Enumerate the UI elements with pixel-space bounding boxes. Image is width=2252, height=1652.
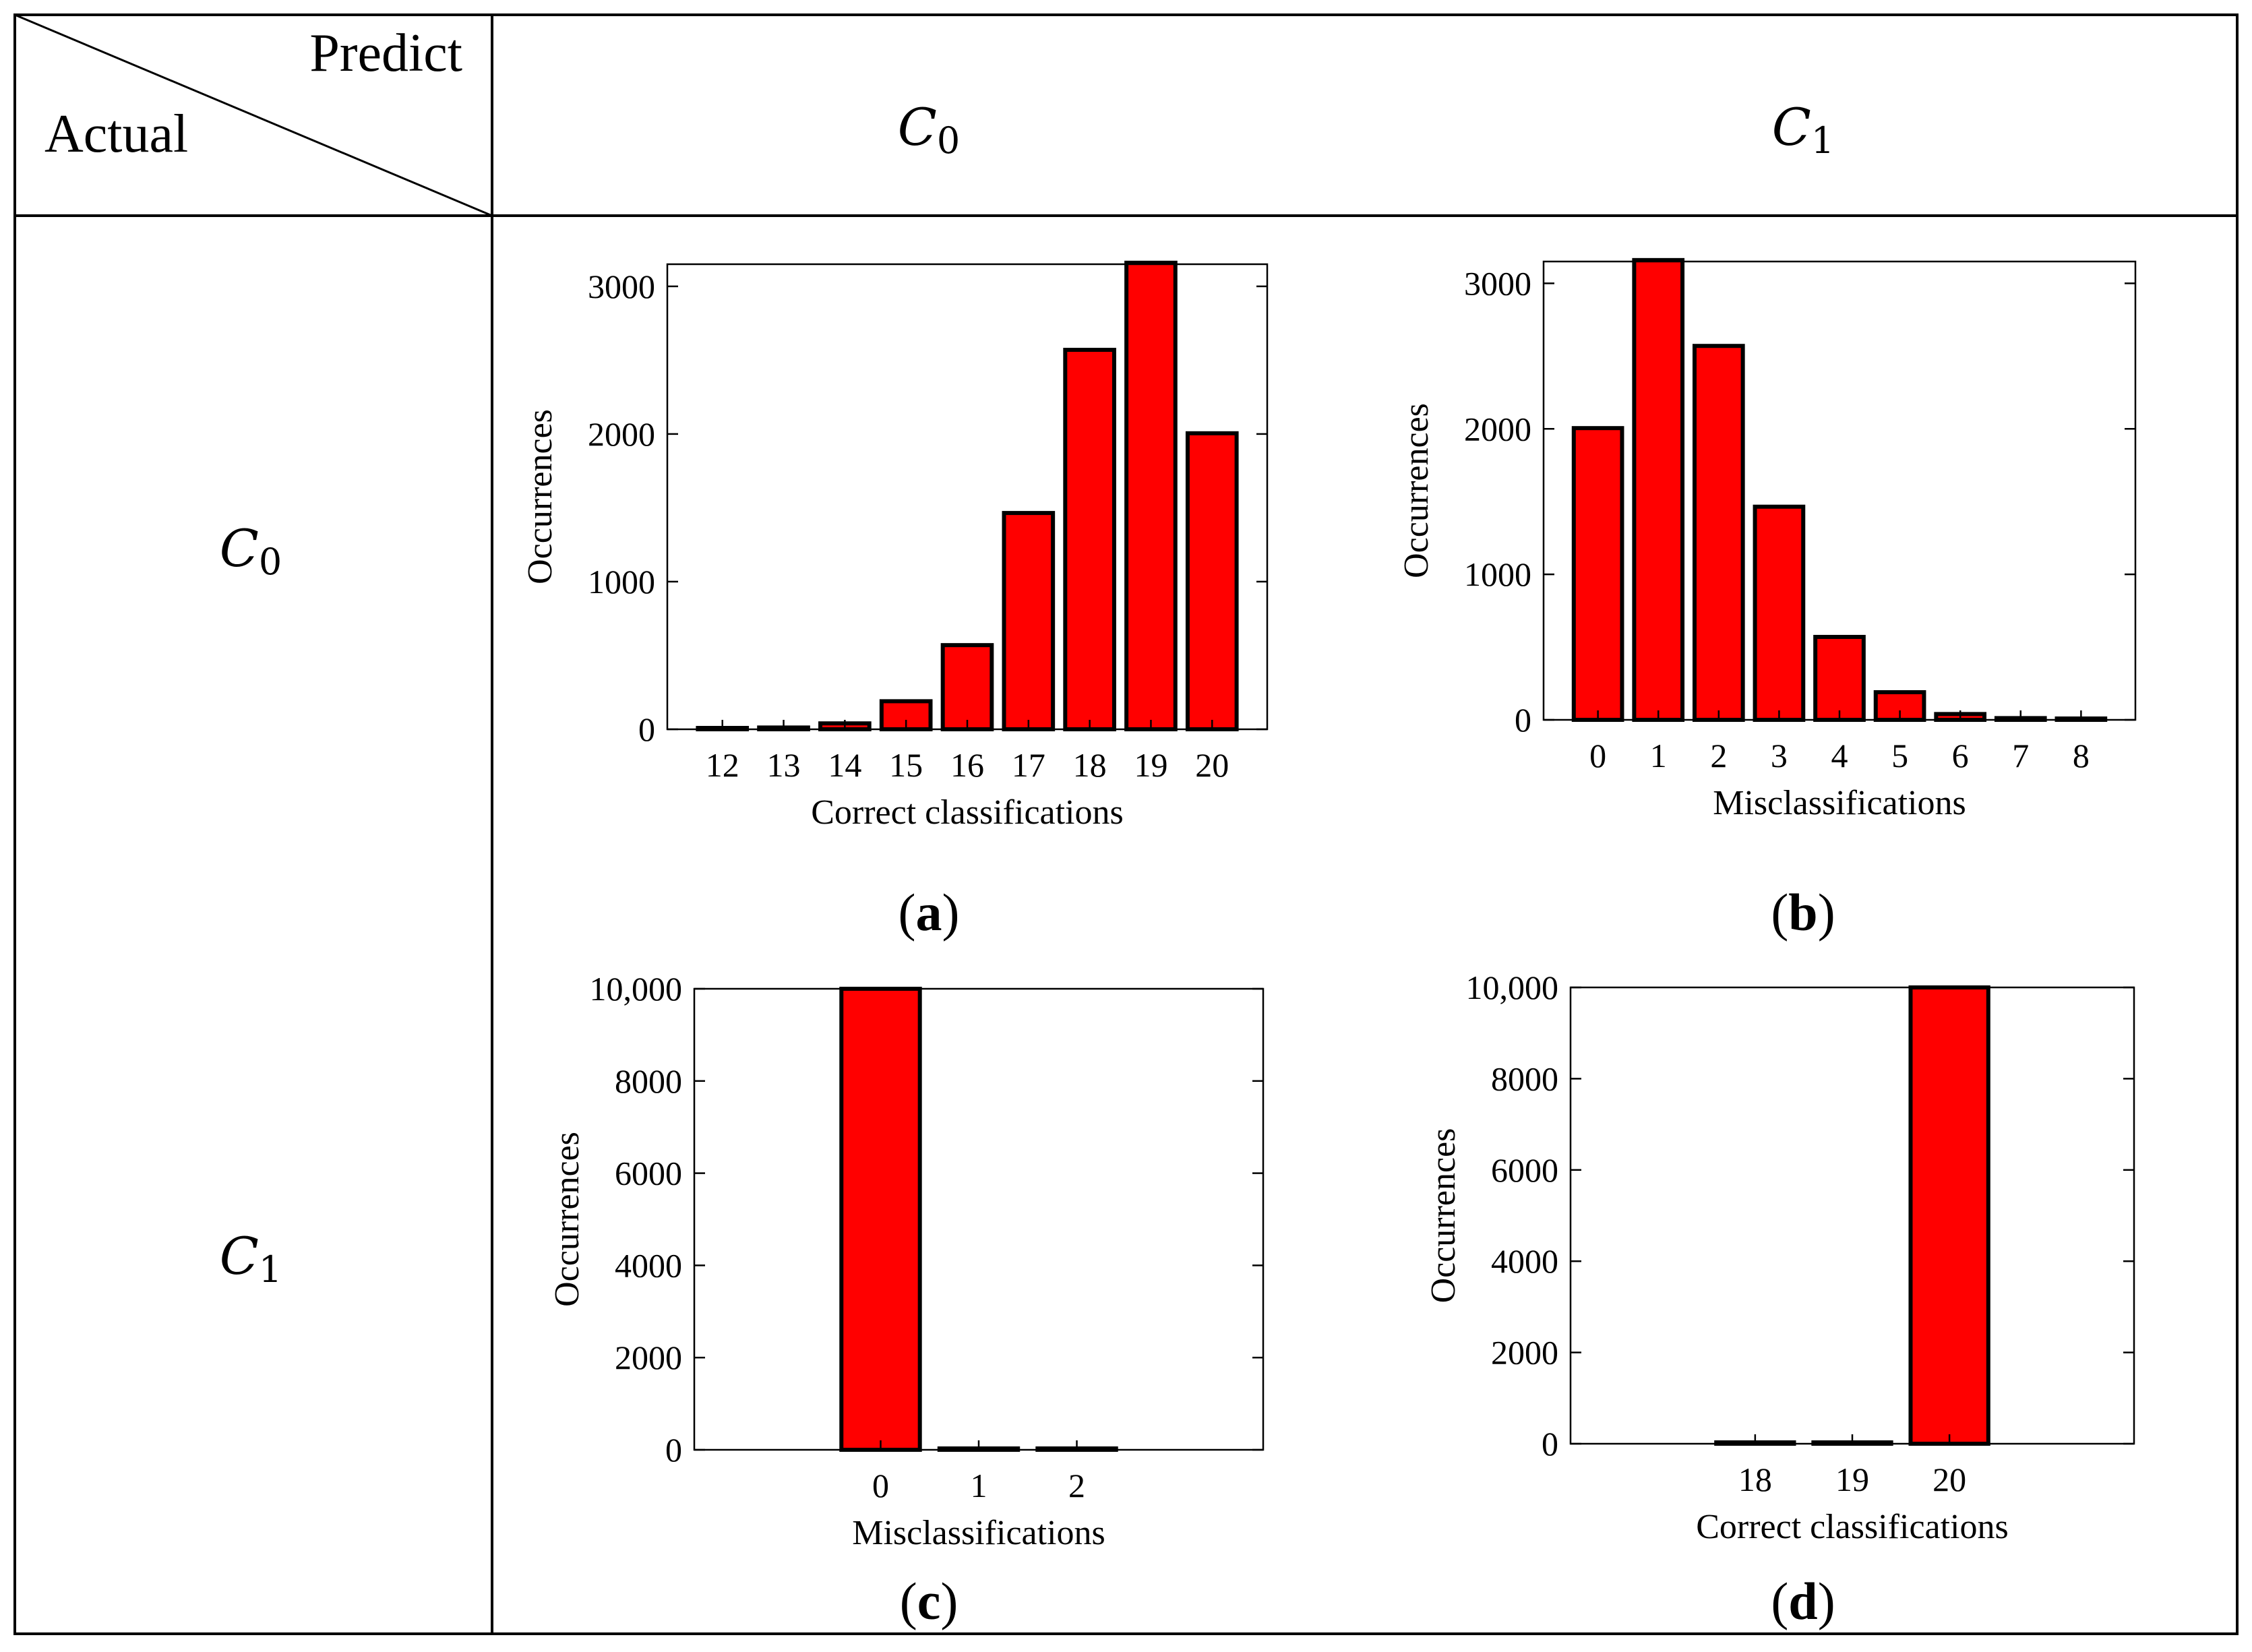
histogram-a-correct-classifications-c0: 0 1000 2000 3000 12 13 14 15 16 17 18 19 20 Correct c… (521, 260, 1269, 942)
actual-label: Actual (44, 104, 188, 164)
axes-frame-d (1569, 986, 2135, 1445)
ytick-label-a-0: 0 (638, 710, 655, 748)
xtick-label-c-0: 0 (872, 1467, 889, 1504)
ytick-label-d-0: 0 (1542, 1425, 1558, 1463)
axes-frame-c (693, 987, 1265, 1451)
caption-b: (b) (1771, 883, 1835, 942)
ytick-label-d-4: 8000 (1491, 1060, 1558, 1097)
xtick-label-b-3: 3 (1771, 737, 1788, 774)
xtick-label-a-18: 18 (1073, 746, 1107, 784)
xtick-label-a-16: 16 (950, 746, 984, 784)
xtick-label-c-1: 1 (971, 1467, 987, 1504)
xtick-label-a-12: 12 (706, 746, 739, 784)
xtick-label-a-20: 20 (1195, 746, 1229, 784)
row-header-c0: C0 (220, 518, 282, 583)
bar-a-20 (1185, 431, 1239, 731)
ytick-label-d-3: 6000 (1491, 1151, 1558, 1189)
yaxis-label-a: Occurrences (521, 409, 559, 584)
ytick-label-c-0: 0 (665, 1431, 682, 1469)
ytick-label-d-5: 10,000 (1466, 969, 1559, 1006)
column-header-c1: C1 (1772, 97, 1835, 162)
ytick-label-c-2: 4000 (615, 1246, 682, 1284)
xtick-label-a-15: 15 (889, 746, 923, 784)
ytick-label-b-1: 1000 (1464, 555, 1531, 593)
ytick-label-c-1: 2000 (615, 1339, 682, 1376)
yaxis-label-c: Occurrences (548, 1132, 586, 1307)
xtick-label-d-19: 19 (1835, 1461, 1869, 1498)
bar-a-18 (1063, 348, 1116, 731)
xaxis-label-a: Correct classifications (811, 793, 1124, 832)
xaxis-label-b: Misclassifications (1713, 784, 1966, 822)
bar-d-20 (1908, 985, 1990, 1446)
xtick-label-a-13: 13 (767, 746, 801, 784)
ytick-label-a-1: 1000 (588, 563, 655, 601)
ytick-label-a-2: 2000 (588, 415, 655, 453)
ytick-label-b-2: 2000 (1464, 410, 1531, 448)
bar-b-1 (1632, 257, 1685, 723)
histogram-d-correct-classifications-c1: 0 2000 4000 6000 8000 10,000 18 19 20 Correct cla… (1424, 969, 2135, 1630)
bar-c-0 (839, 987, 922, 1452)
xtick-label-c-2: 2 (1068, 1467, 1085, 1504)
xtick-label-d-20: 20 (1933, 1461, 1966, 1498)
xtick-label-b-5: 5 (1891, 737, 1908, 774)
xaxis-label-c: Misclassifications (852, 1514, 1105, 1552)
xtick-label-b-2: 2 (1710, 737, 1727, 774)
xtick-label-a-17: 17 (1012, 746, 1045, 784)
yaxis-label-d: Occurrences (1424, 1128, 1463, 1304)
row-header-c1: C1 (220, 1226, 282, 1291)
bar-b-0 (1571, 426, 1624, 723)
column-header-c0: C0 (898, 97, 961, 162)
xtick-label-b-4: 4 (1831, 737, 1848, 774)
xtick-label-d-18: 18 (1738, 1461, 1772, 1498)
ytick-label-c-5: 10,000 (590, 970, 683, 1008)
ytick-label-a-3: 3000 (588, 268, 655, 305)
bar-a-19 (1124, 260, 1178, 731)
ytick-label-c-4: 8000 (615, 1062, 682, 1100)
xtick-label-b-6: 6 (1952, 737, 1969, 774)
ytick-label-d-2: 4000 (1491, 1242, 1558, 1280)
yaxis-label-b: Occurrences (1397, 403, 1436, 578)
xtick-label-b-7: 7 (2012, 737, 2029, 774)
xaxis-label-d: Correct classifications (1696, 1508, 2009, 1546)
predict-label: Predict (309, 24, 462, 83)
bar-b-3 (1753, 504, 1806, 722)
ytick-label-c-3: 6000 (615, 1155, 682, 1192)
bar-a-16 (940, 643, 994, 732)
bar-b-2 (1692, 344, 1745, 722)
table-grid (13, 13, 2239, 1635)
header-diagonal-line (14, 13, 493, 217)
bar-b-4 (1813, 634, 1866, 723)
histogram-c-misclassifications-c1: 0 2000 4000 6000 8000 10,000 0 1 2 Misclassificat… (548, 970, 1265, 1630)
bar-a-17 (1002, 511, 1056, 731)
ytick-label-b-0: 0 (1515, 701, 1531, 739)
xtick-label-a-14: 14 (828, 746, 861, 784)
ytick-label-d-1: 2000 (1491, 1334, 1558, 1372)
caption-d: (d) (1771, 1572, 1835, 1630)
caption-a: (a) (899, 883, 960, 942)
ytick-label-b-3: 3000 (1464, 264, 1531, 302)
xtick-label-b-8: 8 (2073, 737, 2090, 774)
table-border (13, 13, 2239, 1635)
xtick-label-b-0: 0 (1589, 737, 1606, 774)
histogram-b-misclassifications-c0: 0 1000 2000 3000 0 1 2 3 4 5 6 7 8 Misclassifications… (1397, 257, 2137, 942)
xtick-label-b-1: 1 (1650, 737, 1667, 774)
xtick-label-a-19: 19 (1134, 746, 1167, 784)
caption-c: (c) (900, 1572, 958, 1630)
